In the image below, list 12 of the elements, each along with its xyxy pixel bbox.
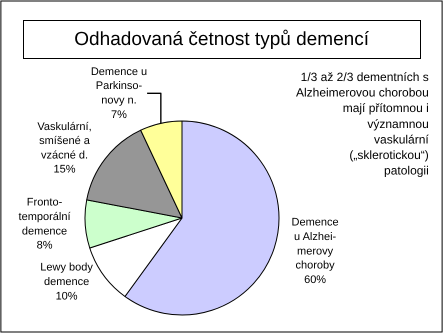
data-label: 60% — [304, 274, 326, 286]
slice-label: Fronto- temporální demence — [18, 196, 72, 238]
text: 1/3 až 2/3 dementních s Alzheimerovou chorobou mají přítomnou i významnou vaskulární („sklerotickou“) patologii — [296, 70, 430, 178]
data-label: 15% — [54, 164, 76, 176]
slice-label: Vaskulární, smíšené a vzácné d. — [37, 120, 92, 162]
slice-label: Demence u Alzhei- merovy choroby — [292, 216, 339, 272]
data-label: 7% — [111, 108, 128, 121]
data-label: 10% — [56, 290, 78, 302]
slice-label: Demence u Parkinso- novy n. — [90, 66, 148, 106]
data-label: 8% — [36, 240, 53, 252]
slice-label: Lewy body demence — [40, 262, 94, 288]
chart-title: Odhadovaná četnost typů demencí — [74, 29, 370, 50]
